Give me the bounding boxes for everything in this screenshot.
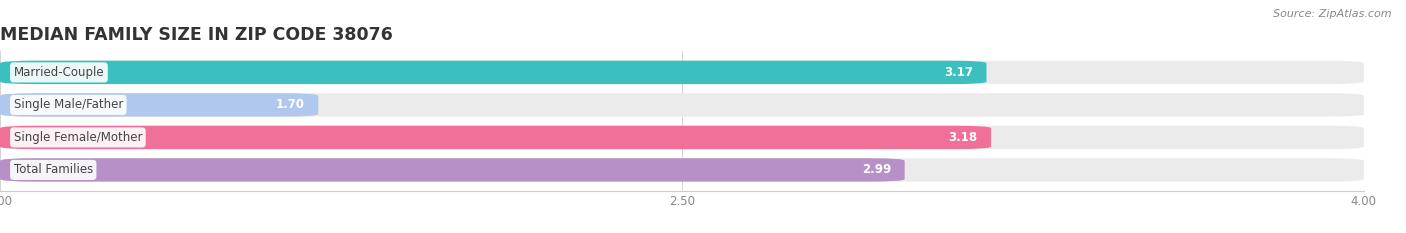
Text: 1.70: 1.70 (276, 98, 305, 111)
FancyBboxPatch shape (0, 93, 318, 116)
Text: Single Female/Mother: Single Female/Mother (14, 131, 142, 144)
Text: 3.18: 3.18 (948, 131, 977, 144)
Text: 2.99: 2.99 (862, 163, 891, 176)
Text: Single Male/Father: Single Male/Father (14, 98, 122, 111)
FancyBboxPatch shape (0, 126, 991, 149)
FancyBboxPatch shape (0, 61, 1364, 84)
FancyBboxPatch shape (0, 126, 1364, 149)
Text: MEDIAN FAMILY SIZE IN ZIP CODE 38076: MEDIAN FAMILY SIZE IN ZIP CODE 38076 (0, 26, 392, 44)
FancyBboxPatch shape (0, 158, 1364, 182)
Text: Total Families: Total Families (14, 163, 93, 176)
FancyBboxPatch shape (0, 158, 904, 182)
FancyBboxPatch shape (0, 61, 987, 84)
Text: Source: ZipAtlas.com: Source: ZipAtlas.com (1274, 9, 1392, 19)
Text: 3.17: 3.17 (943, 66, 973, 79)
FancyBboxPatch shape (0, 93, 1364, 116)
Text: Married-Couple: Married-Couple (14, 66, 104, 79)
